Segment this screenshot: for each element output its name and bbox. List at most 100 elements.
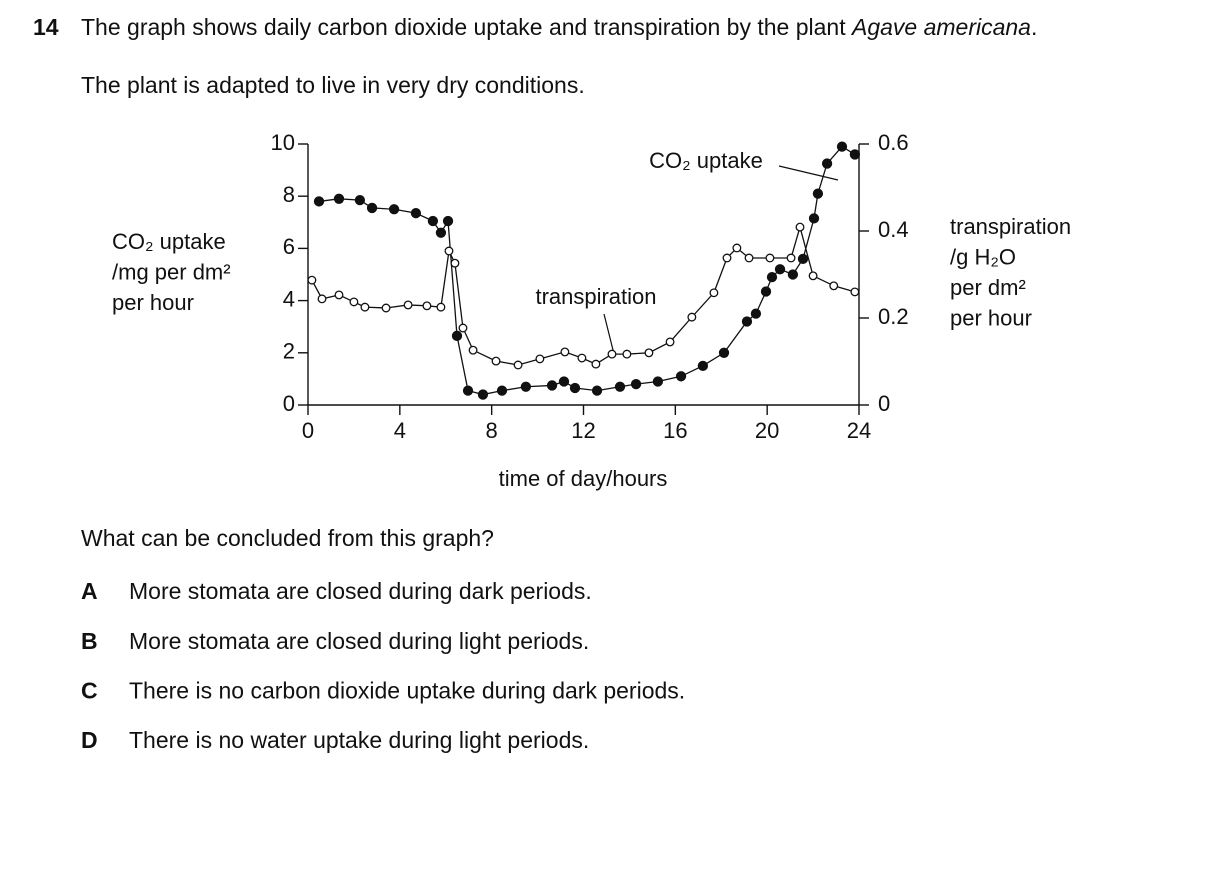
filled-marker bbox=[388, 204, 400, 215]
filled-marker bbox=[614, 381, 626, 392]
open-marker bbox=[577, 353, 587, 363]
y-tick-label: 10 bbox=[271, 130, 295, 155]
filled-marker bbox=[787, 269, 799, 280]
filled-marker bbox=[558, 376, 570, 387]
filled-marker bbox=[427, 215, 439, 227]
filled-marker bbox=[462, 385, 474, 396]
y2-tick-label: 0.6 bbox=[878, 130, 909, 155]
filled-marker bbox=[808, 213, 820, 224]
filled-marker bbox=[410, 208, 422, 219]
x-tick-label: 16 bbox=[663, 418, 687, 443]
filled-marker bbox=[354, 194, 366, 206]
co2-annotation: CO₂ uptake bbox=[649, 148, 763, 173]
filled-marker bbox=[591, 385, 603, 396]
open-marker bbox=[513, 360, 523, 370]
x-tick-label: 8 bbox=[486, 418, 498, 443]
open-marker bbox=[622, 349, 632, 359]
filled-marker bbox=[630, 378, 642, 390]
open-marker bbox=[644, 348, 654, 358]
open-marker bbox=[535, 354, 545, 364]
intro-text: The graph shows daily carbon dioxide upt… bbox=[81, 14, 846, 40]
series-line bbox=[318, 145, 856, 396]
open-marker bbox=[560, 347, 570, 357]
y-axis-label: /mg per dm² bbox=[112, 259, 231, 284]
y2-tick-label: 0.2 bbox=[878, 304, 909, 329]
y-tick-label: 8 bbox=[283, 182, 295, 207]
y-tick-label: 2 bbox=[283, 339, 295, 364]
open-marker bbox=[403, 300, 413, 310]
question-context: The plant is adapted to live in very dry… bbox=[81, 72, 585, 98]
open-marker bbox=[786, 253, 796, 263]
open-marker bbox=[360, 302, 370, 312]
y2-axis-label: per dm² bbox=[950, 275, 1026, 300]
filled-marker bbox=[718, 347, 730, 358]
open-marker bbox=[307, 275, 317, 285]
x-tick-label: 20 bbox=[755, 418, 779, 443]
filled-marker bbox=[477, 389, 489, 400]
series-line bbox=[311, 224, 856, 366]
filled-marker bbox=[697, 360, 709, 372]
filled-marker bbox=[496, 385, 508, 396]
option-text: More stomata are closed during dark peri… bbox=[129, 578, 592, 604]
filled-marker bbox=[836, 141, 848, 152]
filled-marker bbox=[366, 202, 378, 214]
filled-marker bbox=[546, 380, 558, 391]
open-marker bbox=[665, 337, 675, 347]
open-marker bbox=[444, 246, 454, 256]
filled-marker bbox=[741, 316, 753, 327]
y-axis-label: per hour bbox=[112, 290, 194, 315]
filled-marker bbox=[333, 193, 345, 204]
open-marker bbox=[744, 253, 754, 263]
y-axis-label: CO₂ uptake bbox=[112, 229, 226, 254]
open-marker bbox=[436, 302, 446, 312]
filled-marker bbox=[766, 271, 778, 283]
filled-marker bbox=[520, 381, 532, 392]
option-text: There is no water uptake during light pe… bbox=[129, 727, 589, 753]
open-marker bbox=[607, 349, 617, 359]
open-marker bbox=[450, 258, 460, 268]
intro-end: . bbox=[1031, 14, 1037, 40]
filled-marker bbox=[435, 227, 447, 238]
filled-marker bbox=[849, 149, 861, 160]
filled-marker bbox=[569, 382, 581, 394]
open-marker bbox=[317, 294, 327, 304]
question-intro: The graph shows daily carbon dioxide upt… bbox=[81, 14, 1037, 40]
open-marker bbox=[829, 281, 839, 291]
filled-marker bbox=[442, 215, 454, 227]
open-marker bbox=[808, 271, 818, 281]
open-marker bbox=[491, 356, 501, 366]
open-marker bbox=[349, 297, 359, 307]
filled-marker bbox=[313, 196, 325, 207]
y2-axis-label: per hour bbox=[950, 305, 1032, 330]
y2-axis-label: transpiration bbox=[950, 214, 1071, 239]
filled-marker bbox=[797, 253, 809, 264]
y2-tick-label: 0.4 bbox=[878, 217, 909, 242]
y2-axis-label: /g H₂O bbox=[950, 244, 1016, 269]
question-number: 14 bbox=[33, 14, 59, 40]
filled-marker bbox=[750, 308, 762, 319]
transpiration-annotation: transpiration bbox=[535, 284, 656, 309]
y-tick-label: 0 bbox=[283, 391, 295, 416]
x-axis-label: time of day/hours bbox=[499, 466, 668, 491]
species: Agave americana bbox=[850, 14, 1031, 40]
filled-marker bbox=[774, 264, 786, 275]
filled-marker bbox=[821, 158, 833, 169]
x-tick-label: 0 bbox=[302, 418, 314, 443]
option-letter: C bbox=[81, 677, 98, 703]
transpiration-leader bbox=[603, 313, 615, 355]
filled-marker bbox=[451, 330, 463, 341]
open-marker bbox=[334, 290, 344, 300]
open-marker bbox=[381, 303, 391, 313]
open-marker bbox=[468, 345, 478, 355]
filled-marker bbox=[812, 188, 824, 199]
option-letter: A bbox=[81, 578, 98, 604]
y-tick-label: 4 bbox=[283, 286, 295, 311]
option-text: There is no carbon dioxide uptake during… bbox=[129, 677, 685, 703]
y2-tick-label: 0 bbox=[878, 391, 890, 416]
option-text: More stomata are closed during light per… bbox=[129, 628, 589, 654]
open-marker bbox=[709, 288, 719, 298]
filled-marker bbox=[675, 371, 687, 382]
co2-leader bbox=[778, 165, 839, 181]
filled-marker bbox=[760, 286, 772, 297]
